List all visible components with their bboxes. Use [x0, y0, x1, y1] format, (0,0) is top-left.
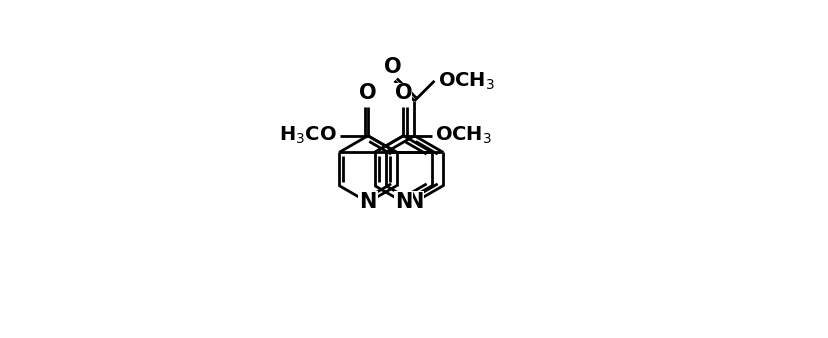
- Text: OCH$_3$: OCH$_3$: [437, 70, 494, 92]
- Text: OCH$_3$: OCH$_3$: [435, 125, 491, 146]
- Text: N: N: [394, 192, 412, 212]
- Text: O: O: [359, 82, 376, 102]
- Text: O: O: [383, 57, 402, 77]
- Text: O: O: [394, 82, 412, 102]
- Text: N: N: [359, 192, 376, 212]
- Text: H$_3$CO: H$_3$CO: [278, 125, 336, 146]
- Text: N: N: [406, 192, 422, 212]
